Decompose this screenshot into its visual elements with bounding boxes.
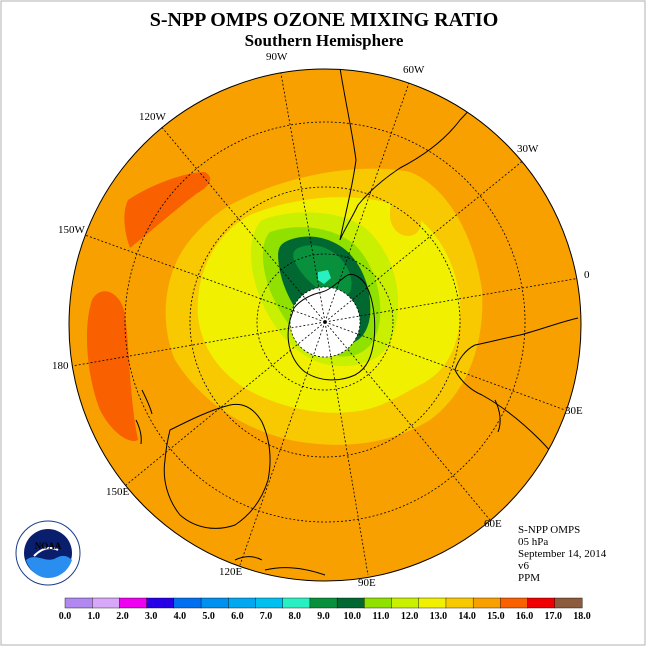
colorbar-label: 3.0 xyxy=(145,611,158,622)
colorbar-swatch xyxy=(64,597,93,609)
colorbar-label: 9.0 xyxy=(317,611,330,622)
colorbar-label: 2.0 xyxy=(116,611,129,622)
lon-label-150w: 150W xyxy=(58,224,86,236)
colorbar-label: 6.0 xyxy=(231,611,244,622)
ozone-band-8 xyxy=(318,270,331,284)
polar-map xyxy=(69,69,581,581)
lon-label-120e: 120E xyxy=(219,566,243,578)
lon-label-60e: 60E xyxy=(484,518,502,530)
colorbar-label: 12.0 xyxy=(401,611,419,622)
lon-label-0: 0 xyxy=(584,269,590,281)
lon-label-90w: 90W xyxy=(266,51,288,63)
colorbar-swatch xyxy=(445,597,474,609)
map-title: S-NPP OMPS OZONE MIXING RATIO xyxy=(150,9,499,31)
colorbar-label: 7.0 xyxy=(260,611,273,622)
graticule xyxy=(71,69,581,576)
lon-label-180: 180 xyxy=(52,360,69,372)
colorbar-swatch xyxy=(364,597,393,609)
info-version: v6 xyxy=(518,560,530,572)
ozone-patch-upper-right xyxy=(390,202,422,236)
colorbar-swatch xyxy=(391,597,420,609)
colorbar-swatch xyxy=(554,597,583,609)
info-units: PPM xyxy=(518,572,540,584)
colorbar-label: 18.0 xyxy=(573,611,591,622)
colorbar-swatch xyxy=(119,597,148,609)
colorbar-swatch xyxy=(146,597,175,609)
colorbar-label: 1.0 xyxy=(87,611,100,622)
colorbar-swatch xyxy=(309,597,338,609)
info-block: S-NPP OMPS 05 hPa September 14, 2014 v6 … xyxy=(518,524,607,584)
lon-label-60w: 60W xyxy=(403,64,425,76)
colorbar-swatch xyxy=(418,597,447,609)
map-disc-border xyxy=(68,68,582,582)
colorbar-swatch xyxy=(173,597,202,609)
map-subtitle: Southern Hemisphere xyxy=(245,31,404,50)
coastlines xyxy=(135,69,579,576)
info-level: 05 hPa xyxy=(518,536,548,548)
lon-label-30w: 30W xyxy=(517,143,539,155)
colorbar-label: 8.0 xyxy=(289,611,302,622)
info-instrument: S-NPP OMPS xyxy=(518,524,580,536)
colorbar-swatch xyxy=(200,597,229,609)
lon-label-120w: 120W xyxy=(139,111,167,123)
longitude-labels: 0 30W 60W 90W 120W 150W 180 150E 120E 90… xyxy=(52,51,590,589)
colorbar: 0.0 1.0 2.0 3.0 4.0 5.0 6.0 7.0 8.0 9.0 10.0 11.0 12… xyxy=(59,597,591,622)
colorbar-swatch xyxy=(500,597,529,609)
colorbar-label: 11.0 xyxy=(372,611,389,622)
colorbar-label: 15.0 xyxy=(487,611,505,622)
colorbar-swatch xyxy=(282,597,311,609)
noaa-logo-text: NOAA xyxy=(35,541,62,551)
colorbar-label: 17.0 xyxy=(545,611,563,622)
colorbar-swatch xyxy=(527,597,556,609)
colorbar-label: 13.0 xyxy=(430,611,448,622)
colorbar-label: 10.0 xyxy=(343,611,361,622)
colorbar-label: 5.0 xyxy=(202,611,215,622)
info-date: September 14, 2014 xyxy=(518,548,607,560)
colorbar-swatch xyxy=(336,597,365,609)
noaa-logo: NOAA xyxy=(15,520,81,586)
lon-label-30e: 30E xyxy=(565,405,583,417)
colorbar-swatch xyxy=(228,597,256,609)
colorbar-label: 4.0 xyxy=(174,611,187,622)
colorbar-label: 14.0 xyxy=(458,611,476,622)
lon-label-90e: 90E xyxy=(358,577,376,589)
colorbar-label: 16.0 xyxy=(516,611,534,622)
lon-label-150e: 150E xyxy=(106,486,130,498)
colorbar-swatch xyxy=(472,597,501,609)
colorbar-swatch xyxy=(92,597,120,609)
pole-marker xyxy=(323,320,327,324)
colorbar-label: 0.0 xyxy=(59,611,72,622)
colorbar-swatch xyxy=(255,597,284,609)
ozone-band-16-upper xyxy=(124,172,211,248)
